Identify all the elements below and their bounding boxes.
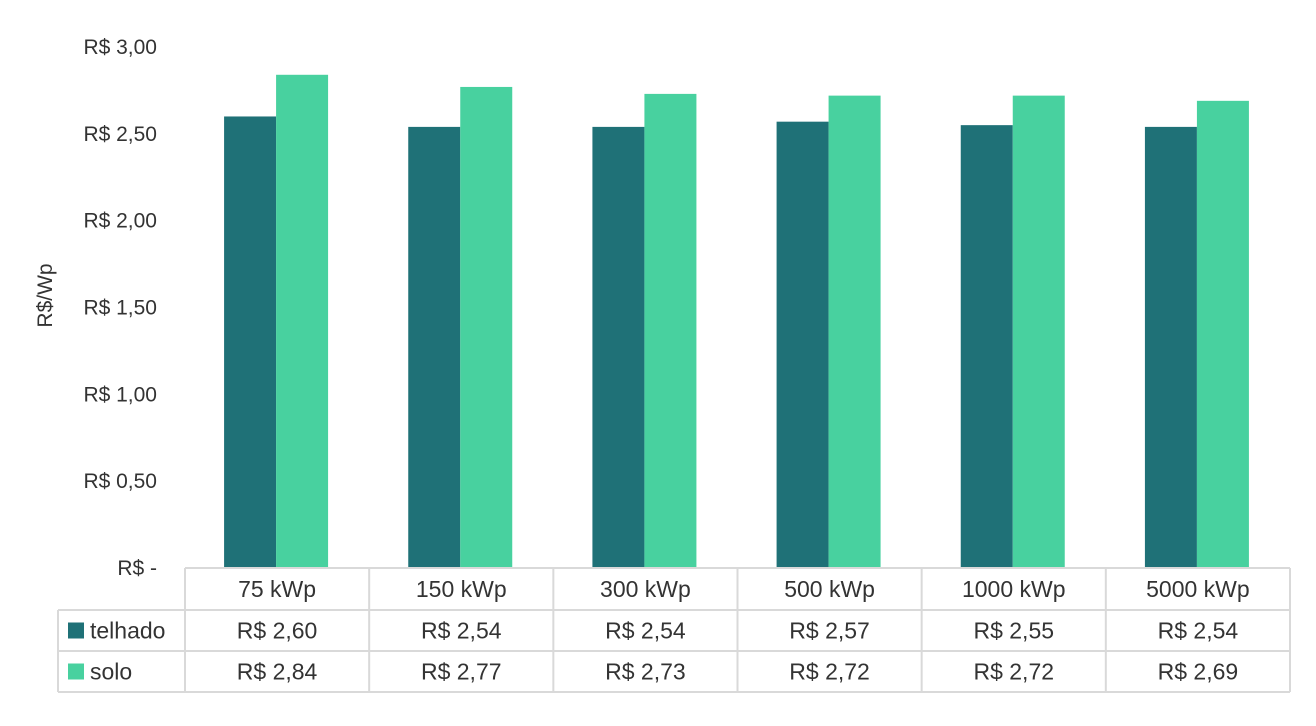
- x-tick-label: 75 kWp: [238, 576, 316, 602]
- data-label-solo: R$ 2,69: [1158, 659, 1239, 685]
- data-label-solo: R$ 2,72: [973, 659, 1054, 685]
- legend-swatch-solo: [68, 663, 84, 680]
- data-label-solo: R$ 2,72: [789, 659, 870, 685]
- data-label-solo: R$ 2,84: [237, 659, 318, 685]
- y-tick-label: R$ -: [117, 557, 157, 580]
- data-label-telhado: R$ 2,55: [973, 618, 1054, 644]
- data-label-telhado: R$ 2,54: [1158, 618, 1239, 644]
- bar-telhado-5000-kWp: [1144, 126, 1197, 569]
- legend-label-solo: solo: [90, 659, 132, 685]
- legend-swatch-telhado: [68, 622, 84, 639]
- x-tick-label: 300 kWp: [600, 576, 691, 602]
- data-label-telhado: R$ 2,54: [605, 618, 686, 644]
- x-tick-label: 150 kWp: [416, 576, 507, 602]
- data-label-telhado: R$ 2,54: [421, 618, 502, 644]
- x-tick-label: 1000 kWp: [962, 576, 1066, 602]
- bar-telhado-1000-kWp: [960, 125, 1013, 569]
- x-tick-label: 500 kWp: [784, 576, 875, 602]
- y-tick-label: R$ 2,50: [83, 123, 157, 146]
- data-label-telhado: R$ 2,57: [789, 618, 870, 644]
- bar-solo-1000-kWp: [1012, 95, 1065, 569]
- bars: [224, 74, 1249, 569]
- x-tick-label: 5000 kWp: [1146, 576, 1250, 602]
- y-tick-label: R$ 1,50: [83, 297, 157, 320]
- bar-solo-5000-kWp: [1196, 100, 1249, 568]
- data-label-solo: R$ 2,77: [421, 659, 502, 685]
- legend-label-telhado: telhado: [90, 618, 165, 644]
- bar-telhado-75-kWp: [224, 116, 277, 568]
- bar-solo-150-kWp: [460, 86, 513, 569]
- bar-solo-75-kWp: [276, 74, 329, 568]
- bar-telhado-300-kWp: [592, 126, 645, 569]
- bar-telhado-150-kWp: [408, 126, 461, 569]
- y-tick-label: R$ 3,00: [83, 36, 157, 59]
- y-axis: R$ - R$ 0,50 R$ 1,00 R$ 1,50 R$ 2,00 R$ 2,50 R…: [34, 36, 157, 580]
- y-tick-label: R$ 1,00: [83, 383, 157, 406]
- data-table: 75 kWp 150 kWp 300 kWp 500 kWp 1000 kWp 5000 …: [57, 567, 1291, 693]
- bar-telhado-500-kWp: [776, 121, 829, 568]
- y-tick-label: R$ 2,00: [83, 210, 157, 233]
- bar-solo-500-kWp: [828, 95, 881, 569]
- bar-solo-300-kWp: [644, 93, 697, 568]
- data-label-solo: R$ 2,73: [605, 659, 686, 685]
- y-tick-label: R$ 0,50: [83, 470, 157, 493]
- y-axis-title: R$/Wp: [34, 263, 57, 327]
- data-label-telhado: R$ 2,60: [237, 618, 318, 644]
